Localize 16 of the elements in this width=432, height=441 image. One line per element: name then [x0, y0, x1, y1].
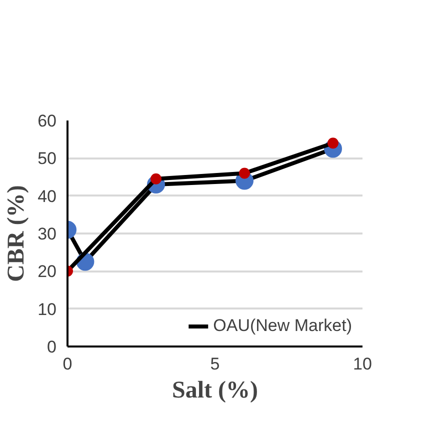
x-tick-label: 0 [62, 354, 72, 374]
y-tick-label: 30 [38, 224, 57, 244]
x-tick-label: 10 [353, 354, 372, 374]
y-tick-label: 20 [38, 262, 57, 282]
legend-label: OAU(New Market) [213, 316, 352, 336]
y-tick-label: 60 [38, 112, 57, 130]
y-tick-label: 40 [38, 186, 57, 206]
y-tick-label: 50 [38, 149, 57, 168]
y-tick-label: 0 [47, 338, 57, 356]
point [239, 168, 250, 179]
y-tick-label: 10 [38, 300, 57, 319]
point [328, 138, 338, 149]
y-axis-title: CBR (%) [4, 185, 30, 282]
point [150, 173, 162, 184]
x-tick-label: 5 [210, 354, 220, 374]
x-axis-title: Salt (%) [172, 378, 258, 404]
